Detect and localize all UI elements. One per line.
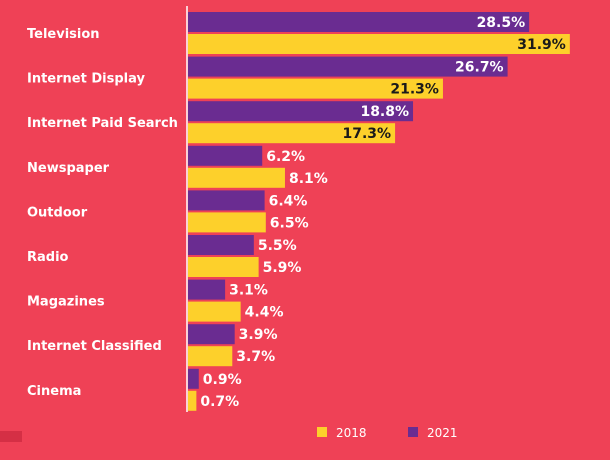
value-label-2018-internet-display: 21.3%	[390, 82, 439, 98]
bar-2021-magazines	[188, 279, 226, 300]
bar-2018-outdoor	[188, 212, 266, 233]
category-label-internet-paid-search: Internet Paid Search	[27, 116, 178, 131]
bar-2018-internet-classified	[188, 346, 233, 367]
value-label-2021-television: 28.5%	[477, 15, 526, 31]
category-label-cinema: Cinema	[27, 384, 81, 399]
value-label-2018-newspaper: 8.1%	[289, 171, 328, 187]
legend-label-2018: 2018	[336, 426, 367, 440]
category-label-outdoor: Outdoor	[27, 205, 88, 220]
bar-2018-radio	[188, 257, 259, 277]
category-labels: Television Internet Display Internet Paid …	[27, 27, 178, 399]
bar-2018-newspaper	[188, 167, 285, 188]
bar-2021-television	[188, 12, 530, 32]
bar-2021-internet-paid-search	[188, 101, 414, 122]
bar-2018-magazines	[188, 301, 241, 322]
category-label-television: Television	[27, 27, 100, 42]
bar-2018-internet-display	[188, 78, 443, 99]
bar-2021-internet-classified	[188, 324, 235, 345]
value-label-2021-outdoor: 6.4%	[269, 193, 308, 209]
legend-swatch-2018	[317, 427, 327, 437]
value-label-2021-internet-classified: 3.9%	[239, 327, 278, 343]
legend-label-2021: 2021	[427, 426, 458, 440]
value-labels: 28.5% 31.9% 26.7% 21.3% 18.8% 17.3% 6.2% 8.1% 6.…	[200, 15, 565, 410]
bar-2021-radio	[188, 235, 254, 255]
legend-swatch-2021	[408, 427, 418, 437]
value-label-2021-magazines: 3.1%	[229, 283, 268, 299]
bars-group	[188, 12, 570, 411]
value-label-2018-internet-paid-search: 17.3%	[343, 126, 392, 142]
value-label-2018-radio: 5.9%	[263, 260, 302, 276]
bar-2021-cinema	[188, 368, 199, 389]
value-label-2021-internet-paid-search: 18.8%	[360, 104, 409, 120]
category-label-internet-display: Internet Display	[27, 72, 145, 87]
value-label-2018-cinema: 0.7%	[200, 394, 239, 410]
value-label-2018-outdoor: 6.5%	[270, 215, 309, 231]
category-label-magazines: Magazines	[27, 295, 105, 310]
bar-2018-cinema	[188, 390, 197, 411]
legend: 2018 2021	[317, 426, 458, 440]
bar-2018-internet-paid-search	[188, 123, 396, 144]
value-label-2021-radio: 5.5%	[258, 238, 297, 254]
category-label-newspaper: Newspaper	[27, 161, 110, 176]
value-label-2021-cinema: 0.9%	[203, 372, 242, 388]
bar-2018-television	[188, 34, 570, 54]
bar-2021-newspaper	[188, 145, 263, 166]
corner-mark	[0, 431, 22, 442]
value-label-2018-television: 31.9%	[517, 37, 566, 53]
value-label-2021-internet-display: 26.7%	[455, 60, 504, 76]
category-label-internet-classified: Internet Classified	[27, 339, 162, 354]
value-label-2021-newspaper: 6.2%	[266, 149, 305, 165]
bar-2021-outdoor	[188, 190, 265, 211]
value-label-2018-internet-classified: 3.7%	[236, 349, 275, 365]
category-label-radio: Radio	[27, 250, 69, 265]
value-label-2018-magazines: 4.4%	[245, 305, 284, 321]
bar-2021-internet-display	[188, 56, 508, 77]
